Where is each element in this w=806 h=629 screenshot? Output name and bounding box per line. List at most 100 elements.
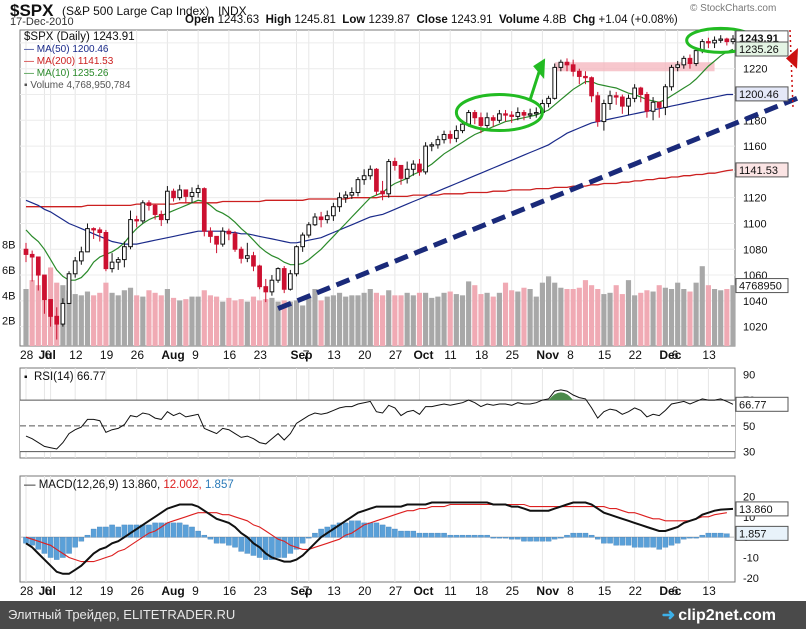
close-value: 1243.91 [451,14,493,26]
candle-body-108 [687,57,693,65]
volume-bar-99 [632,295,638,346]
macd-hist-bar-66 [429,532,435,538]
xlabel-0-14: 27 [389,348,403,362]
xlabel-0-17: 18 [475,348,489,362]
volume-bar-8 [72,294,78,346]
macd-hist-bar-101 [644,537,650,548]
volume-ytick-2: 4B [2,290,15,302]
rsi-title: RSI(14) 66.77 [34,371,106,383]
volume-bar-14 [109,292,115,346]
candle-body-79 [509,114,515,117]
macd-hist-bar-61 [398,530,404,538]
price-ytick-7: 1100 [743,218,767,230]
breakout-arrow-1 [528,68,542,101]
last-volume-label: 4768950 [739,281,782,293]
macd-hist-last-label: 1.857 [739,528,767,540]
candle-body-99 [632,87,637,99]
macd-hist-bar-89 [570,532,576,538]
candle-body-48 [318,216,324,221]
macd-hist-bar-83 [533,537,540,542]
candle-body-4 [48,299,53,317]
xlabel-0-20: 8 [567,348,574,362]
volume-bar-105 [668,289,675,346]
volume-bar-22 [158,295,164,346]
legend-ma50-text: MA(50) 1200.46 [36,44,109,55]
candle-body-83 [533,112,539,115]
candle-body-63 [410,163,416,170]
xlabel-1-20: 8 [567,584,574,598]
candle-body-61 [398,164,404,179]
volume-bar-38 [257,300,263,346]
volume-bar-48 [318,300,324,346]
volume-bar-23 [164,289,170,346]
volume-bar-10 [84,291,91,346]
legend-ma200: — MA(200) 1141.53 [24,56,114,67]
candle-body-42 [281,268,287,290]
macd-hist-bar-68 [441,532,447,538]
volume-bar-26 [183,299,189,346]
volume-bar-7 [66,290,72,346]
xlabel-0-12: 13 [327,348,341,362]
macd-hist-bar-111 [705,532,712,538]
volume-bar-110 [699,266,705,346]
macd-hist-bar-93 [595,537,601,540]
candle-body-72 [466,112,471,125]
macd-hist-bar-23 [164,522,171,538]
volume-bar-53 [349,295,355,346]
volume-bar-44 [293,300,300,346]
candle-body-70 [454,130,459,139]
xlabel-1-19: Nov [536,584,559,598]
xlabel-0-19: Nov [536,348,559,362]
date-label: 17-Dec-2010 [10,16,74,28]
legend-ma50: — MA(50) 1200.46 [24,44,109,55]
volume-bar-109 [693,282,699,346]
candle-body-54 [355,179,361,194]
open-value: 1243.63 [217,14,260,26]
candle-body-44 [294,246,299,275]
macd-hist-bar-94 [601,537,607,544]
candle-body-114 [724,38,730,43]
volume-bar-100 [638,292,644,346]
price-ytick-11: 1020 [743,322,767,334]
volume-bar-57 [373,292,380,346]
macd-hist-bar-59 [385,526,392,538]
macd-hist-bar-107 [681,537,687,540]
macd-hist-bar-109 [693,537,699,539]
xlabel-0-3: 12 [69,348,83,362]
candle-body-65 [423,145,428,173]
candle-body-20 [146,202,152,206]
candle-body-91 [583,75,588,79]
macd-hist-bar-81 [521,537,527,542]
xlabel-1-23: Dec [659,584,681,598]
candle-body-2 [35,256,41,276]
volume-ytick-1: 6B [2,265,15,277]
macd-hist-bar-25 [176,522,183,538]
volume-bar-107 [681,289,687,346]
legend-ma10: — MA(10) 1235.26 [24,68,109,79]
candle-body-96 [613,95,619,98]
volume-bar-70 [453,294,459,346]
xlabel-0-7: 9 [192,348,199,362]
volume-bar-106 [675,282,681,346]
xlabel-1-12: 13 [327,584,341,598]
macd-hist-bar-77 [496,537,503,539]
volume-ytick-3: 2B [2,316,15,328]
candle-body-56 [367,168,373,177]
volume-bar-42 [281,300,287,346]
low-value: 1239.87 [368,14,411,26]
volume-bar-86 [552,282,558,346]
xlabel-1-16: 11 [444,584,457,598]
xlabel-0-25: 13 [702,348,716,362]
volume-bar-91 [582,280,589,346]
volume-bar-77 [496,292,502,346]
candle-body-90 [576,70,582,77]
candle-body-17 [128,219,133,248]
candle-body-112 [712,39,717,44]
candle-body-92 [589,77,594,97]
macd-hist-bar-76 [490,537,496,539]
candle-body-104 [663,86,668,108]
volume-bar-79 [509,290,515,346]
macd-hist-bar-10 [84,534,91,538]
xlabel-1-24: 6 [672,584,679,598]
macd-hist-bar-26 [183,524,189,538]
